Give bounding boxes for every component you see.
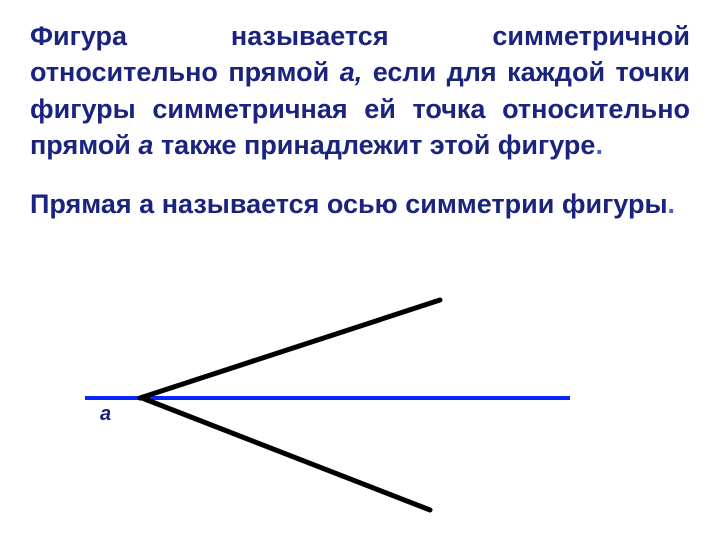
angle-line-lower	[142, 398, 430, 510]
angle-line-upper	[140, 300, 440, 398]
axis-label-a: а	[100, 403, 111, 426]
text-run: ,	[355, 57, 373, 87]
text-run: .	[668, 189, 676, 219]
slide: Фигура называется симметричной относител…	[0, 0, 720, 540]
axis-name-paragraph: Прямая а называется осью симметрии фигур…	[30, 186, 690, 222]
text-run: также принадлежит этой фигуре	[161, 130, 596, 160]
definition-paragraph: Фигура называется симметричной относител…	[30, 18, 690, 164]
text-run: а	[138, 130, 161, 160]
text-run: а	[340, 57, 355, 87]
text-run: Прямая а называется осью симметрии фигур…	[30, 189, 668, 219]
text-run: .	[595, 130, 603, 160]
